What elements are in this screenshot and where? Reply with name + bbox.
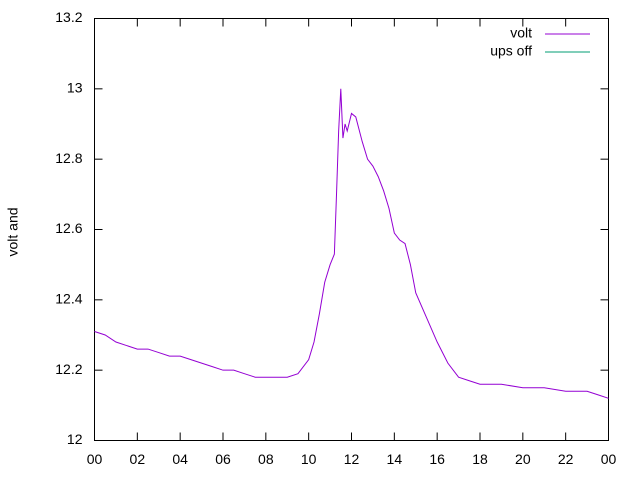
x-tick-label: 06 [215, 451, 231, 467]
x-tick-label: 10 [301, 451, 317, 467]
y-tick-label: 12.6 [55, 220, 82, 236]
x-tick-label: 04 [172, 451, 188, 467]
x-tick-label: 14 [387, 451, 403, 467]
y-tick-label: 12.2 [55, 361, 82, 377]
x-tick-label: 12 [344, 451, 360, 467]
legend-label: ups off [490, 43, 532, 59]
y-tick-label: 12.4 [55, 291, 82, 307]
x-tick-label: 00 [601, 451, 617, 467]
y-axis-label: volt and [5, 207, 21, 256]
legend-label: volt [510, 25, 532, 41]
y-tick-label: 13 [67, 80, 83, 96]
x-tick-label: 08 [258, 451, 274, 467]
x-tick-label: 20 [515, 451, 531, 467]
y-tick-label: 13.2 [55, 9, 82, 25]
x-tick-label: 02 [130, 451, 146, 467]
x-tick-label: 00 [87, 451, 103, 467]
y-tick-label: 12 [67, 431, 83, 447]
plot-frame [94, 18, 609, 441]
line [94, 88, 609, 399]
y-tick-label: 12.8 [55, 150, 82, 166]
x-tick-label: 22 [558, 451, 574, 467]
x-tick-label: 16 [429, 451, 445, 467]
x-tick-label: 18 [472, 451, 488, 467]
